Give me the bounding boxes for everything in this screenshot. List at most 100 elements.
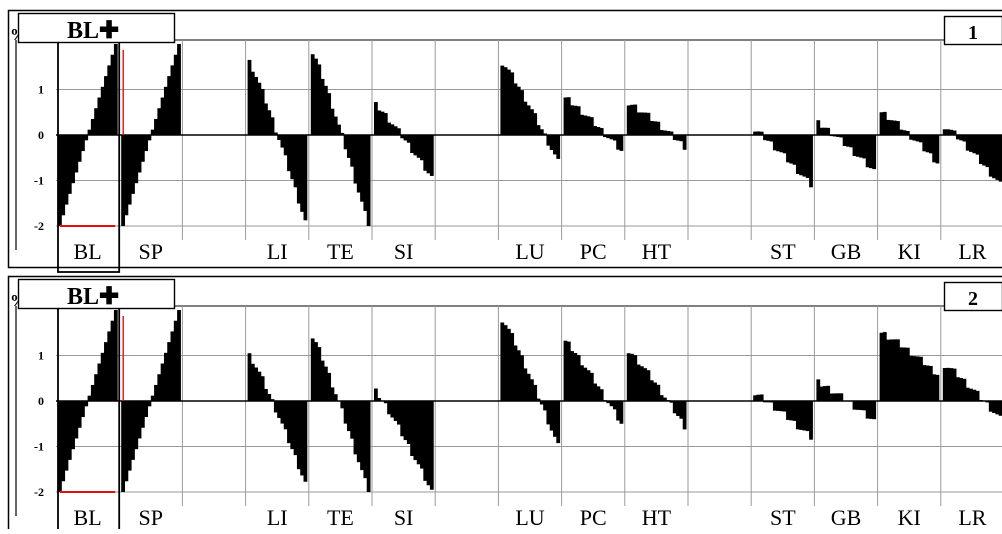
bar — [883, 332, 887, 401]
bar — [297, 401, 301, 469]
bar — [906, 348, 910, 401]
bar — [161, 98, 165, 135]
bar — [862, 135, 866, 158]
bar — [760, 394, 764, 401]
bar — [517, 350, 521, 401]
bar — [590, 117, 594, 135]
bar — [294, 401, 298, 455]
category-label: TE — [327, 239, 354, 264]
bar — [909, 135, 913, 140]
bar — [397, 401, 401, 425]
bar — [883, 112, 887, 135]
bar — [430, 401, 434, 490]
bar — [334, 394, 338, 401]
bar — [107, 65, 111, 135]
bar — [936, 375, 940, 401]
bar — [640, 366, 644, 401]
bar — [610, 135, 614, 139]
bar — [381, 400, 385, 401]
bar — [151, 396, 155, 401]
bar — [590, 373, 594, 401]
bar — [756, 395, 760, 401]
bar — [114, 310, 118, 401]
bar — [111, 55, 115, 135]
bar — [976, 135, 980, 155]
bar — [104, 342, 108, 401]
category-label: SI — [394, 239, 414, 264]
bar — [763, 135, 767, 140]
bar — [128, 135, 132, 205]
y-tick-label: -1 — [34, 174, 44, 188]
bar — [640, 112, 644, 135]
bar — [683, 135, 687, 150]
bar — [766, 401, 770, 402]
bar — [753, 132, 757, 135]
bar — [134, 135, 138, 183]
bar — [823, 386, 827, 401]
bar — [167, 76, 171, 135]
bar — [284, 135, 288, 155]
category-label: ST — [770, 505, 796, 529]
category-label: LI — [267, 239, 288, 264]
bar — [826, 128, 830, 135]
bar — [780, 135, 784, 152]
bar — [504, 67, 508, 135]
bar — [374, 102, 378, 135]
bar — [304, 135, 308, 220]
bar — [926, 366, 930, 401]
bar — [949, 130, 953, 135]
bar — [603, 135, 607, 137]
bar — [157, 108, 161, 135]
bar — [520, 355, 524, 401]
bar — [161, 364, 165, 401]
bar — [596, 127, 600, 135]
bar — [853, 401, 857, 410]
bar — [670, 401, 674, 403]
bar — [540, 129, 544, 135]
bar — [820, 128, 824, 135]
bar — [833, 135, 837, 136]
bar — [78, 401, 82, 428]
bar — [284, 401, 288, 429]
bar — [327, 373, 331, 401]
category-label: SP — [139, 239, 163, 264]
bar — [796, 401, 800, 429]
bar — [94, 108, 98, 135]
bar — [407, 401, 411, 444]
bar — [101, 353, 105, 401]
bar — [314, 59, 318, 135]
bar — [959, 378, 963, 401]
bar — [507, 329, 511, 401]
bar — [889, 120, 893, 135]
bar — [799, 135, 803, 175]
bar — [893, 339, 897, 401]
bar — [354, 401, 358, 454]
bar — [793, 401, 797, 421]
bar — [869, 135, 873, 168]
bar — [290, 135, 294, 179]
bar — [859, 401, 863, 410]
bar — [580, 115, 584, 135]
bar — [660, 130, 664, 135]
bar — [420, 401, 424, 469]
bar — [853, 135, 857, 156]
bar — [84, 135, 88, 140]
bar — [643, 368, 647, 401]
category-label: SI — [394, 505, 414, 529]
bar — [71, 401, 75, 449]
bar — [274, 133, 278, 135]
bar — [896, 121, 900, 135]
bar — [803, 135, 807, 177]
bar — [803, 401, 807, 430]
bar — [390, 401, 394, 418]
bar — [78, 135, 82, 162]
bar — [770, 401, 774, 402]
bar — [287, 135, 291, 171]
bar — [360, 401, 364, 470]
category-label: LU — [515, 505, 544, 529]
bar — [943, 368, 947, 401]
bar — [995, 401, 999, 414]
bar — [963, 135, 967, 141]
bar — [613, 401, 617, 409]
bar — [131, 135, 135, 194]
